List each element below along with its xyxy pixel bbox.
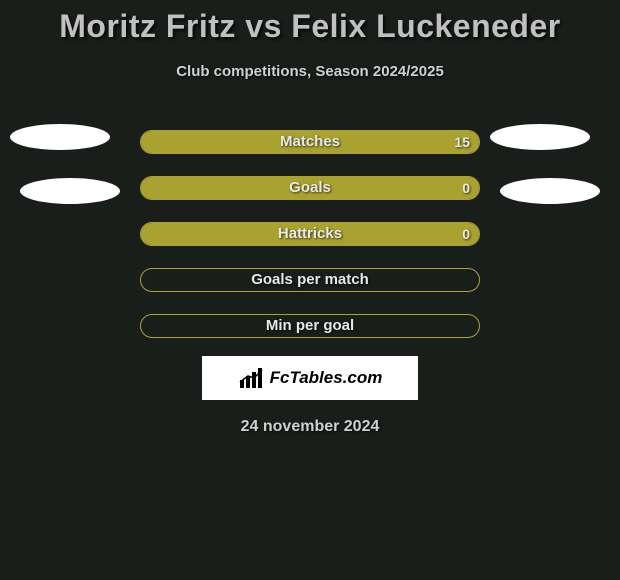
stat-row: Matches15 [0,130,620,154]
stat-row: Goals0 [0,176,620,200]
comparison-title: Moritz Fritz vs Felix Luckeneder [0,0,620,45]
stat-value-right: 15 [454,130,470,154]
logo-text: FcTables.com [270,368,383,388]
snapshot-date: 24 november 2024 [0,418,620,436]
stat-row: Hattricks0 [0,222,620,246]
stat-row: Goals per match [0,268,620,292]
stat-row: Min per goal [0,314,620,338]
logo-chart-icon [238,366,266,390]
stat-label: Goals [140,176,480,200]
comparison-subtitle: Club competitions, Season 2024/2025 [0,63,620,80]
stat-label: Min per goal [140,314,480,338]
logo-box: FcTables.com [202,356,418,400]
stat-value-right: 0 [462,176,470,200]
stat-label: Goals per match [140,268,480,292]
stat-label: Matches [140,130,480,154]
stat-label: Hattricks [140,222,480,246]
stat-value-right: 0 [462,222,470,246]
stat-rows-container: Matches15Goals0Hattricks0Goals per match… [0,130,620,338]
